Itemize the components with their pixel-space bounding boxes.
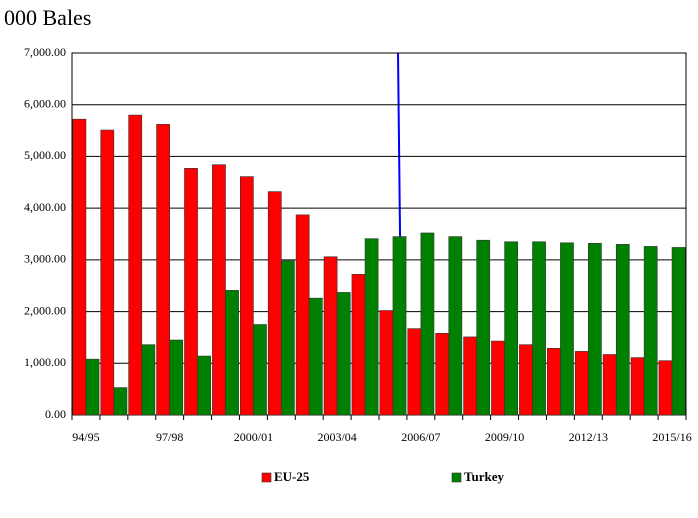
x-tick-label: 2000/01 [234, 430, 273, 444]
bar [476, 239, 491, 416]
bar [323, 256, 338, 416]
bar [295, 214, 310, 416]
y-tick-label: 7,000.00 [24, 45, 66, 59]
bar [184, 168, 198, 416]
bar [671, 247, 686, 416]
bar [113, 387, 128, 416]
bar [379, 310, 394, 416]
bar [253, 324, 267, 416]
bar [197, 355, 212, 416]
bar [351, 274, 366, 416]
bar [463, 336, 477, 416]
bar [532, 241, 546, 416]
bar [574, 351, 589, 416]
bar [267, 191, 282, 416]
x-tick-label: 97/98 [156, 430, 183, 444]
bar [392, 236, 407, 416]
bar [141, 344, 156, 416]
x-tick-label: 2006/07 [401, 430, 440, 444]
bar [156, 124, 170, 416]
legend-label: Turkey [464, 469, 504, 484]
bar [602, 354, 617, 416]
bar [85, 358, 100, 416]
bar [336, 292, 351, 416]
bar [546, 347, 561, 416]
x-tick-label: 2012/13 [569, 430, 608, 444]
chart-title: 000 Bales [4, 5, 91, 30]
bar [448, 236, 463, 416]
x-tick-label: 2009/10 [485, 430, 524, 444]
bar [435, 332, 450, 416]
bar [560, 242, 574, 416]
legend-swatch [261, 472, 272, 483]
legend-swatch [451, 472, 462, 483]
y-tick-label: 3,000.00 [24, 252, 66, 266]
x-tick-label: 94/95 [72, 430, 99, 444]
bar [225, 290, 239, 416]
bar [588, 243, 602, 416]
y-tick-label: 4,000.00 [24, 200, 66, 214]
bar [239, 176, 254, 416]
bar [212, 164, 226, 416]
bar [364, 238, 379, 416]
bar [308, 297, 323, 416]
bar [615, 244, 630, 416]
x-tick-label: 2003/04 [317, 430, 356, 444]
y-tick-label: 5,000.00 [24, 148, 66, 162]
bar [658, 360, 673, 416]
bar [128, 114, 143, 416]
x-tick-label: 2015/16 [652, 430, 691, 444]
y-tick-label: 1,000.00 [24, 355, 66, 369]
legend-label: EU-25 [274, 469, 310, 484]
bar [420, 232, 435, 416]
bar [100, 129, 115, 416]
bar [630, 357, 645, 416]
bar [504, 241, 519, 416]
bar [169, 339, 184, 416]
y-tick-label: 2,000.00 [24, 303, 66, 317]
bar [281, 260, 295, 416]
y-tick-label: 0.00 [45, 407, 66, 421]
y-tick-label: 6,000.00 [24, 96, 66, 110]
bar [491, 340, 505, 416]
bar [643, 246, 658, 416]
bar [72, 118, 87, 416]
bar [519, 344, 533, 416]
bar [407, 328, 422, 416]
